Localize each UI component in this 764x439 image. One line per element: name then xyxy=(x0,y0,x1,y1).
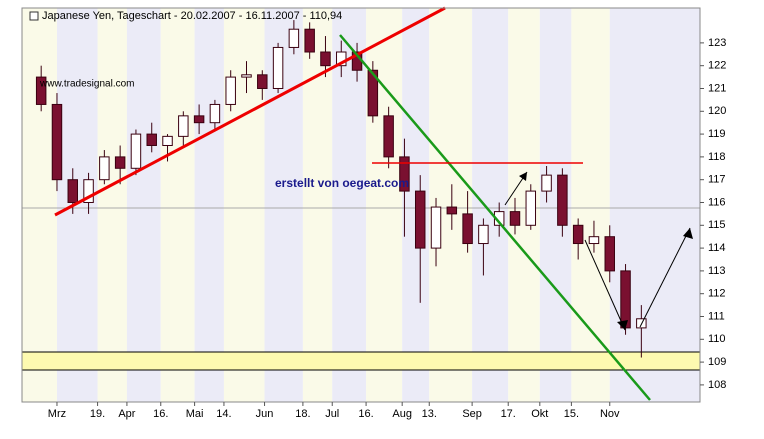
candle-body xyxy=(478,224,489,245)
x-tick-label: 14. xyxy=(216,408,231,420)
x-tick-label: 16. xyxy=(358,408,373,420)
y-tick-label: 117 xyxy=(708,174,726,186)
candle-body xyxy=(399,156,410,192)
x-tick-label: Jul xyxy=(325,408,339,420)
y-tick-label: 114 xyxy=(708,242,726,254)
candle-body xyxy=(130,133,142,169)
candle-body xyxy=(257,74,268,89)
candle-body xyxy=(430,206,442,249)
candle-body xyxy=(209,103,221,124)
y-tick-label: 116 xyxy=(708,196,726,208)
candle-body xyxy=(462,213,473,245)
background-stripes xyxy=(22,8,700,402)
candle-body xyxy=(604,236,615,272)
candle-body xyxy=(288,28,300,48)
x-tick-label: Okt xyxy=(531,408,548,420)
x-tick-label: 16. xyxy=(153,408,168,420)
candle-body xyxy=(193,115,205,124)
candle-body xyxy=(367,69,379,117)
candle-body xyxy=(509,211,521,226)
stripe xyxy=(472,8,509,402)
candle-body xyxy=(162,135,173,146)
stripe xyxy=(571,8,610,402)
x-tick-label: Sep xyxy=(462,408,482,420)
y-tick-label: 109 xyxy=(708,356,726,368)
plot-border xyxy=(21,7,701,403)
stripe xyxy=(302,8,333,402)
candle-body xyxy=(572,224,584,245)
stripe xyxy=(22,8,57,402)
x-tick-label: Nov xyxy=(600,408,620,420)
annotation: erstellt von oegeat.com xyxy=(275,176,409,190)
candle-body xyxy=(272,46,284,89)
x-tick-label: Aug xyxy=(392,408,412,420)
chart-title: Japanese Yen, Tageschart - 20.02.2007 - … xyxy=(42,10,342,22)
candle-body xyxy=(146,133,157,146)
candle-body xyxy=(67,179,79,203)
y-tick-label: 108 xyxy=(708,379,726,391)
y-tick-label: 118 xyxy=(708,151,726,163)
y-tick-label: 113 xyxy=(708,265,726,277)
stripe xyxy=(160,8,195,402)
stripe xyxy=(126,8,161,402)
candle-body xyxy=(588,236,600,245)
stripe xyxy=(194,8,224,402)
x-tick-label: 15. xyxy=(564,408,579,420)
x-tick-label: Mrz xyxy=(48,408,66,420)
y-tick-label: 121 xyxy=(708,82,726,94)
arrow-head xyxy=(683,228,693,239)
support-zone xyxy=(21,351,701,371)
candle-body xyxy=(446,206,458,215)
candle-body xyxy=(557,174,568,226)
x-tick-label: 19. xyxy=(90,408,105,420)
trend-line-down xyxy=(339,34,651,401)
x-tick-label: 13. xyxy=(422,408,437,420)
stripe xyxy=(366,8,403,402)
candle-body xyxy=(241,74,252,78)
candle-body xyxy=(114,156,126,169)
candle-body xyxy=(83,179,94,203)
stripe xyxy=(223,8,265,402)
candles xyxy=(35,20,647,358)
y-tick-label: 112 xyxy=(708,288,726,300)
candle-body xyxy=(304,28,315,53)
y-tick-label: 111 xyxy=(708,310,725,322)
candle-body xyxy=(620,270,631,329)
stripe xyxy=(264,8,303,402)
candle-body xyxy=(525,190,537,226)
y-tick-label: 110 xyxy=(708,333,726,345)
source-label: www.tradesignal.com xyxy=(39,79,134,90)
candle-body xyxy=(225,76,236,105)
candle-body xyxy=(178,115,189,137)
chart-icon xyxy=(29,11,39,21)
y-tick-label: 115 xyxy=(708,219,726,231)
x-tick-label: Jun xyxy=(256,408,274,420)
candle-body xyxy=(99,156,110,181)
y-tick-label: 120 xyxy=(708,105,726,117)
y-tick-label: 119 xyxy=(708,128,726,140)
x-tick-label: Apr xyxy=(118,408,135,420)
y-tick-label: 123 xyxy=(708,37,726,49)
x-tick-label: Mai xyxy=(186,408,204,420)
trend-line-up xyxy=(54,6,446,217)
arrow-head xyxy=(617,320,628,330)
candle-body xyxy=(51,103,63,181)
stripe xyxy=(332,8,367,402)
arrow-head xyxy=(519,172,527,181)
x-tick-label: 18. xyxy=(295,408,310,420)
candle-body xyxy=(541,174,552,192)
stripe xyxy=(56,8,98,402)
candle-body xyxy=(35,76,47,105)
stripe xyxy=(97,8,127,402)
candle-body xyxy=(320,51,331,67)
candle-body xyxy=(336,51,347,67)
arrow-line xyxy=(584,239,626,331)
stripe xyxy=(609,8,700,402)
candle-body xyxy=(414,190,426,249)
y-tick-label: 122 xyxy=(708,60,726,72)
arrow-line xyxy=(639,227,691,328)
candle-body xyxy=(383,115,394,158)
x-tick-label: 17. xyxy=(501,408,516,420)
